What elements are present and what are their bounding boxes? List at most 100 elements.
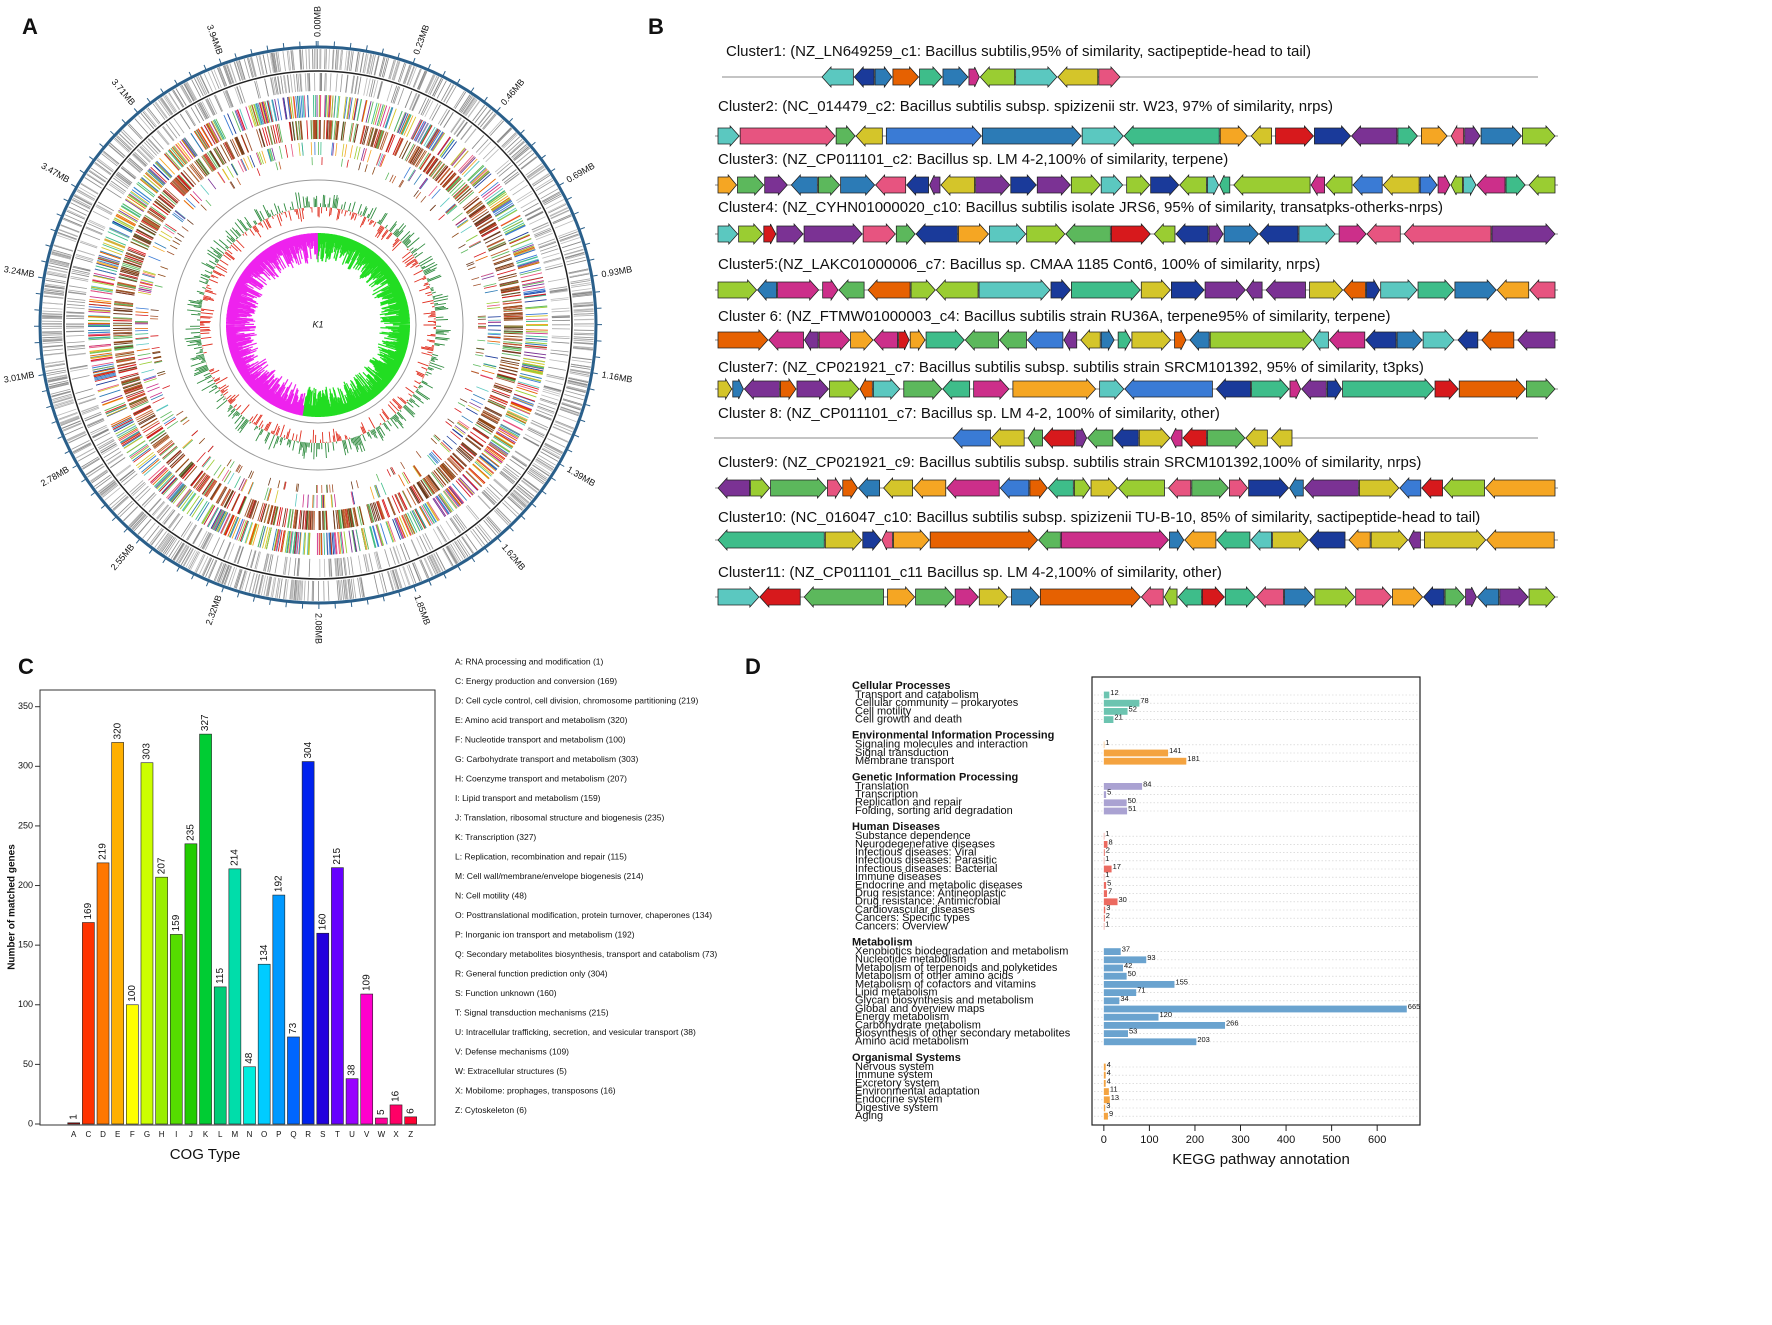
value-label: 38: [347, 1064, 358, 1076]
gene-arrow: [770, 476, 828, 500]
ring-lines: [65, 72, 570, 577]
value-label: 266: [1226, 1018, 1239, 1027]
ring-lines: [137, 142, 480, 508]
pathway-label: Cardiovascular diseases: [855, 904, 975, 916]
gene-arrow: [824, 528, 863, 552]
gene-arrow: [1063, 328, 1078, 352]
y-axis-label: Number of matched genes: [7, 844, 18, 970]
x-tick-label: 400: [1277, 1134, 1295, 1146]
gene-arrow: [1457, 328, 1479, 352]
gene-arrow: [857, 476, 881, 500]
pathway-label: Endocrine system: [855, 1094, 942, 1106]
gene-arrow: [1338, 222, 1367, 246]
gene-arrow: [893, 528, 930, 552]
gene-arrow: [1314, 585, 1356, 609]
gene-arrow: [855, 124, 883, 148]
ring-lines: [150, 157, 487, 493]
pathway-label: Environmental adaptation: [855, 1086, 980, 1098]
bar: [1103, 989, 1137, 996]
bar: [126, 1004, 139, 1125]
genome-map: K1 0.00MB 0.23MB 0.46MB 0.69MB 0.93MB 1.16MB 1.…: [3, 6, 633, 644]
gene-arrow: [1010, 173, 1037, 197]
gene-arrow: [838, 278, 865, 302]
gene-arrow: [1223, 222, 1259, 246]
gene-arrow: [872, 377, 901, 401]
gene-arrow: [1328, 328, 1366, 352]
gene-arrow: [1075, 427, 1088, 449]
gene-arrow: [850, 328, 874, 352]
gene-arrow: [779, 377, 797, 401]
cluster-title: Cluster3: (NZ_CP011101_c2: Bacillus sp. …: [718, 151, 1228, 168]
gene-arrow: [968, 66, 980, 88]
gene-arrow: [975, 173, 1011, 197]
value-label: 4: [1107, 1068, 1111, 1077]
position-label: 2.08MB: [314, 613, 324, 644]
gene-arrow: [919, 65, 943, 89]
gene-arrow: [979, 65, 1016, 89]
gene-arrow: [1113, 426, 1139, 450]
x-tick-label: 100: [1140, 1134, 1158, 1146]
value-label: 48: [244, 1052, 255, 1064]
cog-description: X: Mobilome: prophages, transposons (16): [455, 1085, 616, 1095]
value-label: 3: [1106, 1101, 1110, 1110]
cog-description: A: RNA processing and modification (1): [455, 656, 604, 666]
gene-arrow: [892, 65, 920, 89]
gene-arrow: [853, 65, 875, 89]
gene-arrow: [1029, 476, 1048, 500]
gene-arrow: [1484, 476, 1556, 500]
gene-arrow: [1191, 476, 1229, 500]
x-tick-label: Q: [290, 1130, 296, 1139]
gene-arrow: [1229, 476, 1249, 500]
gene-arrow: [1526, 377, 1556, 401]
gene-arrow: [1047, 476, 1074, 500]
gene-arrow: [1138, 426, 1171, 450]
pathway-label: Immune system: [855, 1069, 933, 1081]
gene-arrow: [1437, 174, 1451, 196]
gene-arrow: [717, 585, 760, 609]
gene-arrow: [935, 278, 979, 302]
group-header: Human Diseases: [852, 821, 940, 833]
cluster-title: Cluster5:(NZ_LAKC01000006_c7: Bacillus s…: [718, 256, 1320, 273]
gene-arrow: [1100, 173, 1124, 197]
gene-arrow: [768, 328, 804, 352]
bar: [1103, 1104, 1106, 1112]
x-tick-label: I: [175, 1130, 177, 1139]
x-axis-label: COG Type: [170, 1146, 241, 1163]
gene-arrow: [1026, 222, 1066, 246]
bar: [1103, 708, 1128, 715]
gene-clusters: Cluster1: (NZ_LN649259_c1: Bacillus subt…: [714, 43, 1558, 609]
gene-arrow: [750, 476, 771, 500]
value-label: 3: [1106, 903, 1110, 912]
position-label: 0.69MB: [565, 161, 597, 185]
bar: [199, 733, 212, 1125]
pathway-label: Infectious diseases: Bacterial: [855, 863, 997, 875]
gene-arrow: [1080, 328, 1101, 352]
x-tick-label: E: [115, 1130, 120, 1139]
value-label: 93: [1147, 953, 1155, 962]
gene-arrow: [1150, 173, 1180, 197]
gene-arrow: [739, 124, 836, 148]
gene-arrow: [1215, 377, 1251, 401]
gene-arrow: [835, 124, 856, 148]
pathway-label: Lipid metabolism: [855, 987, 938, 999]
gene-arrow: [862, 222, 896, 246]
bar: [1103, 1088, 1109, 1095]
ring-lines: [134, 142, 497, 508]
x-tick-label: G: [144, 1130, 150, 1139]
gene-arrow: [1117, 328, 1132, 352]
value-label: 214: [230, 849, 241, 866]
pathway-label: Signal transduction: [855, 747, 949, 759]
bar: [1103, 1063, 1106, 1071]
cluster-title: Cluster10: (NC_016047_c10: Bacillus subt…: [718, 509, 1480, 526]
value-label: 1: [1105, 854, 1109, 863]
gene-arrow: [717, 476, 750, 500]
gene-arrow: [1486, 528, 1555, 552]
gene-arrow: [1153, 222, 1176, 246]
ring-lines: [135, 141, 497, 509]
cog-description: M: Cell wall/membrane/envelope biogenesi…: [455, 871, 644, 881]
x-tick-label: 0: [1101, 1134, 1107, 1146]
gene-arrow: [1421, 124, 1448, 148]
cog-description: P: Inorganic ion transport and metabolis…: [455, 929, 635, 939]
cog-description: Q: Secondary metabolites biosynthesis, t…: [455, 949, 717, 959]
